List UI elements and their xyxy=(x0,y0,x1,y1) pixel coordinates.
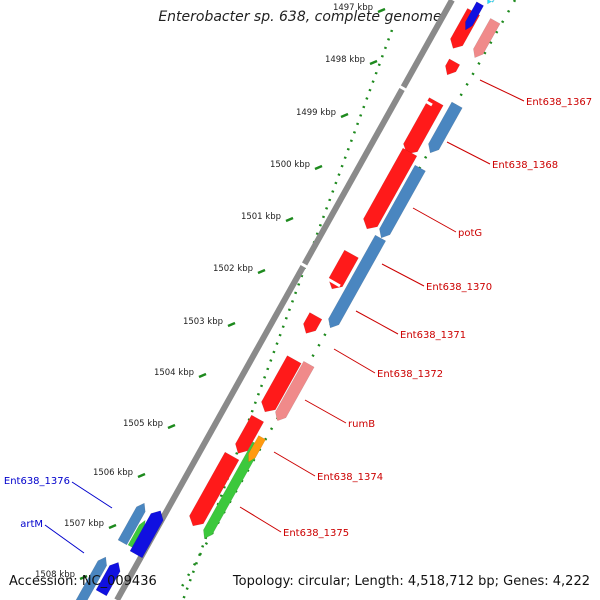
label-leader-line xyxy=(446,141,491,165)
tick-label: 1508 kbp xyxy=(35,570,75,580)
gene-red xyxy=(261,355,302,413)
label-leader-line xyxy=(44,524,85,554)
gene-red xyxy=(303,312,323,334)
gene-steel xyxy=(328,234,387,329)
tick-mark xyxy=(314,164,323,171)
label-leader-line xyxy=(304,399,347,424)
gene-red xyxy=(235,414,265,454)
tick-mark xyxy=(79,574,88,581)
map-title: Enterobacter sp. 638, complete genome xyxy=(158,9,442,25)
gene-pink xyxy=(275,360,315,422)
tick-mark xyxy=(227,321,236,328)
tick-marks: 1497 kbp 1498 kbp 1499 kbp 1500 kbp 1501 kbp… xyxy=(35,3,386,581)
gene-orange xyxy=(248,435,266,463)
tick-mark xyxy=(257,268,266,275)
gene-label: artM xyxy=(20,519,43,530)
tick-label: 1500 kbp xyxy=(270,160,310,170)
gene-label: rumB xyxy=(348,419,375,430)
gene-cyan xyxy=(487,0,495,5)
genome-backbone xyxy=(114,0,455,600)
gene-features xyxy=(75,0,501,600)
tick-label: 1502 kbp xyxy=(213,264,253,274)
feature-gap xyxy=(391,80,433,107)
gene-label: Ent638_1370 xyxy=(426,282,492,293)
gene-steel xyxy=(379,164,426,239)
tick-mark xyxy=(369,59,378,66)
tick-label: 1499 kbp xyxy=(296,108,336,118)
tick-label: 1501 kbp xyxy=(241,212,281,222)
gene-label: Ent638_1372 xyxy=(377,369,443,380)
label-leader-line xyxy=(71,481,113,509)
tick-label: 1506 kbp xyxy=(93,468,133,478)
gene-label: potG xyxy=(458,228,482,239)
gene-label: Ent638_1368 xyxy=(492,160,558,171)
tick-mark xyxy=(167,423,176,430)
gene-blue xyxy=(129,510,164,559)
gene-red xyxy=(445,58,461,76)
gene-label: Ent638_1367 xyxy=(526,97,592,108)
tick-mark xyxy=(377,7,386,14)
label-leader-line xyxy=(273,451,316,477)
gene-pink xyxy=(473,17,501,59)
label-leader-line xyxy=(355,310,399,335)
label-leader-line xyxy=(239,506,282,533)
tick-label: 1504 kbp xyxy=(154,368,194,378)
tick-label: 1507 kbp xyxy=(64,519,104,529)
label-leader-line xyxy=(412,207,457,233)
gene-green xyxy=(203,441,262,539)
tick-mark xyxy=(285,216,294,223)
gene-label: Ent638_1375 xyxy=(283,528,349,539)
gene-steel xyxy=(428,101,463,154)
feature-gap xyxy=(243,401,285,428)
label-leader-line xyxy=(381,263,425,287)
tick-label: 1503 kbp xyxy=(183,317,223,327)
gene-steel xyxy=(75,556,107,600)
label-leader-line xyxy=(479,79,525,102)
gene-label: Ent638_1376 xyxy=(4,476,70,487)
topology-text: Topology: circular; Length: 4,518,712 bp… xyxy=(232,574,590,589)
gene-steel xyxy=(117,502,146,546)
tick-mark xyxy=(137,472,146,479)
gene-red xyxy=(363,147,418,230)
accession-text: Accession: NC_009436 xyxy=(9,574,157,589)
tick-mark xyxy=(108,523,117,530)
gene-blue xyxy=(95,562,121,597)
tick-label: 1498 kbp xyxy=(325,55,365,65)
gene-label: Ent638_1374 xyxy=(317,472,383,483)
tick-mark xyxy=(340,112,349,119)
tick-label: 1497 kbp xyxy=(333,3,373,13)
gene-red xyxy=(189,451,240,527)
gene-blue xyxy=(465,1,484,31)
label-leader-line xyxy=(333,348,376,374)
tick-mark xyxy=(198,372,207,379)
gene-label: Ent638_1371 xyxy=(400,330,466,341)
tick-label: 1505 kbp xyxy=(123,419,163,429)
gene-red xyxy=(328,249,359,290)
gene-labels: Ent638_1367 Ent638_1368 potG Ent638_1370 Ent… xyxy=(4,79,592,554)
feature-gap xyxy=(299,261,341,288)
